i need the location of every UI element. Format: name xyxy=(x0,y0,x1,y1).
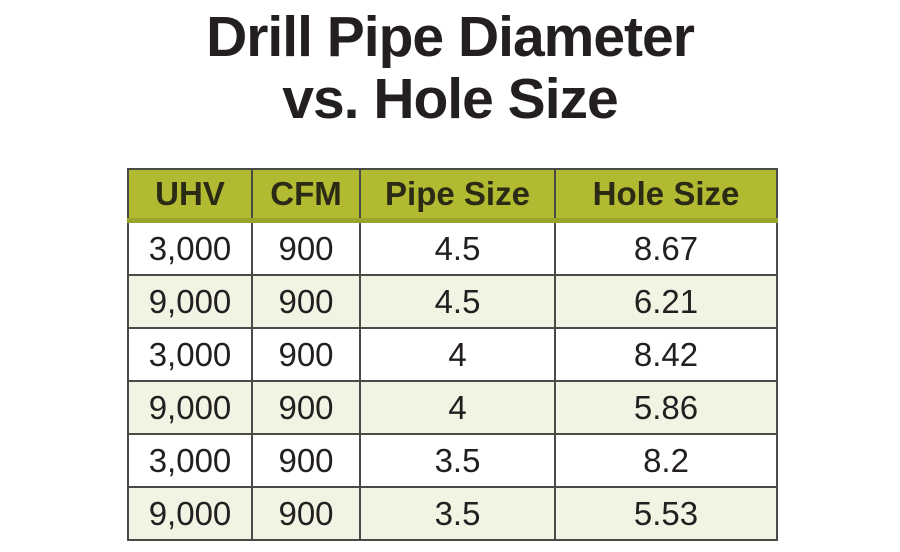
table-cell: 900 xyxy=(251,219,361,276)
table-cell: 900 xyxy=(251,380,361,435)
column-header-uhv: UHV xyxy=(127,168,253,223)
chart-title-line2: vs. Hole Size xyxy=(282,67,619,131)
table-cell: 4 xyxy=(359,327,556,382)
table-cell: 900 xyxy=(251,327,361,382)
table-cell: 6.21 xyxy=(554,274,778,329)
table-row: 3,000 900 4.5 8.67 xyxy=(127,219,778,276)
column-header-pipe-size: Pipe Size xyxy=(359,168,556,223)
table-cell: 9,000 xyxy=(127,380,253,435)
table-cell: 3.5 xyxy=(359,433,556,488)
table-cell: 900 xyxy=(251,433,361,488)
chart-title-line1: Drill Pipe Diameter xyxy=(206,5,695,69)
table-cell: 3,000 xyxy=(127,327,253,382)
table-cell: 900 xyxy=(251,274,361,329)
table-cell: 9,000 xyxy=(127,274,253,329)
table-row: 3,000 900 4 8.42 xyxy=(127,327,778,382)
table-cell: 4.5 xyxy=(359,219,556,276)
table-cell: 8.42 xyxy=(554,327,778,382)
table-cell: 5.86 xyxy=(554,380,778,435)
table-cell: 3,000 xyxy=(127,219,253,276)
table-cell: 9,000 xyxy=(127,486,253,541)
table-cell: 900 xyxy=(251,486,361,541)
data-table: UHV CFM Pipe Size Hole Size 3,000 900 4.… xyxy=(127,168,778,541)
column-header-cfm: CFM xyxy=(251,168,361,223)
column-header-hole-size: Hole Size xyxy=(554,168,778,223)
table-row: 3,000 900 3.5 8.2 xyxy=(127,433,778,488)
table-cell: 4 xyxy=(359,380,556,435)
table-cell: 8.2 xyxy=(554,433,778,488)
table-cell: 8.67 xyxy=(554,219,778,276)
table-row: 9,000 900 3.5 5.53 xyxy=(127,486,778,541)
table-cell: 3,000 xyxy=(127,433,253,488)
table-cell: 3.5 xyxy=(359,486,556,541)
table-header-row: UHV CFM Pipe Size Hole Size xyxy=(127,168,778,223)
table-row: 9,000 900 4 5.86 xyxy=(127,380,778,435)
table-row: 9,000 900 4.5 6.21 xyxy=(127,274,778,329)
table-cell: 5.53 xyxy=(554,486,778,541)
chart-title: Drill Pipe Diameter vs. Hole Size xyxy=(0,6,900,130)
table-cell: 4.5 xyxy=(359,274,556,329)
